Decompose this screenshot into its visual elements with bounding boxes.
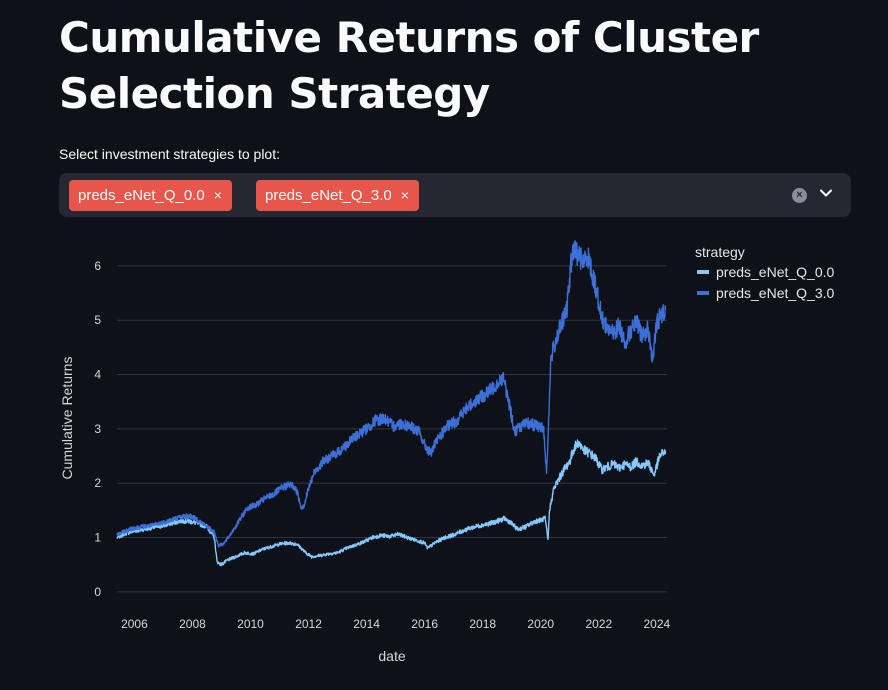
remove-tag-icon[interactable]: × bbox=[213, 187, 222, 203]
x-tick-label: 2010 bbox=[237, 617, 264, 631]
x-tick-label: 2012 bbox=[295, 617, 322, 631]
selected-tag-label: preds_eNet_Q_3.0 bbox=[265, 187, 392, 204]
chart-legend[interactable]: preds_eNet_Q_0.0 preds_eNet_Q_3.0 bbox=[697, 264, 835, 301]
x-tick-label: 2014 bbox=[353, 617, 380, 631]
selected-tag-label: preds_eNet_Q_0.0 bbox=[78, 187, 205, 204]
legend-entry-label[interactable]: preds_eNet_Q_0.0 bbox=[716, 264, 835, 280]
x-axis-title: date bbox=[378, 648, 405, 664]
chart-grid bbox=[117, 265, 667, 593]
clear-all-icon[interactable]: × bbox=[792, 188, 807, 203]
strategy-select-label: Select investment strategies to plot: bbox=[59, 146, 280, 162]
legend-title: strategy bbox=[695, 244, 745, 260]
strategy-multiselect[interactable]: preds_eNet_Q_0.0 × preds_eNet_Q_3.0 × × bbox=[59, 173, 851, 217]
y-tick-label: 4 bbox=[94, 368, 101, 382]
y-tick-label: 2 bbox=[94, 476, 101, 490]
y-tick-label: 1 bbox=[94, 531, 101, 545]
chart-series bbox=[116, 240, 667, 567]
remove-tag-icon[interactable]: × bbox=[400, 187, 409, 203]
x-tick-label: 2006 bbox=[121, 617, 148, 631]
page-title: Cumulative Returns of Cluster Selection … bbox=[59, 13, 759, 118]
x-tick-label: 2020 bbox=[527, 617, 554, 631]
x-tick-label: 2024 bbox=[643, 617, 670, 631]
selected-tag-enet-q-3: preds_eNet_Q_3.0 × bbox=[256, 180, 419, 211]
y-axis-title: Cumulative Returns bbox=[59, 357, 75, 480]
selected-tag-enet-q-0: preds_eNet_Q_0.0 × bbox=[69, 180, 232, 211]
series-line-0 bbox=[116, 439, 667, 567]
x-tick-label: 2018 bbox=[469, 617, 496, 631]
y-tick-label: 5 bbox=[94, 313, 101, 327]
x-tick-label: 2008 bbox=[179, 617, 206, 631]
x-tick-label: 2022 bbox=[585, 617, 612, 631]
y-tick-label: 3 bbox=[94, 422, 101, 436]
y-tick-label: 6 bbox=[94, 259, 101, 273]
y-tick-label: 0 bbox=[94, 585, 101, 599]
legend-entry-label[interactable]: preds_eNet_Q_3.0 bbox=[716, 285, 835, 301]
x-tick-label: 2016 bbox=[411, 617, 438, 631]
chart-ticks: 0 1 2 3 4 5 6 2006 2008 2010 2012 2014 2016 2018 2020 2… bbox=[94, 259, 670, 631]
series-line-1 bbox=[116, 240, 667, 548]
chevron-down-icon[interactable] bbox=[819, 186, 833, 200]
